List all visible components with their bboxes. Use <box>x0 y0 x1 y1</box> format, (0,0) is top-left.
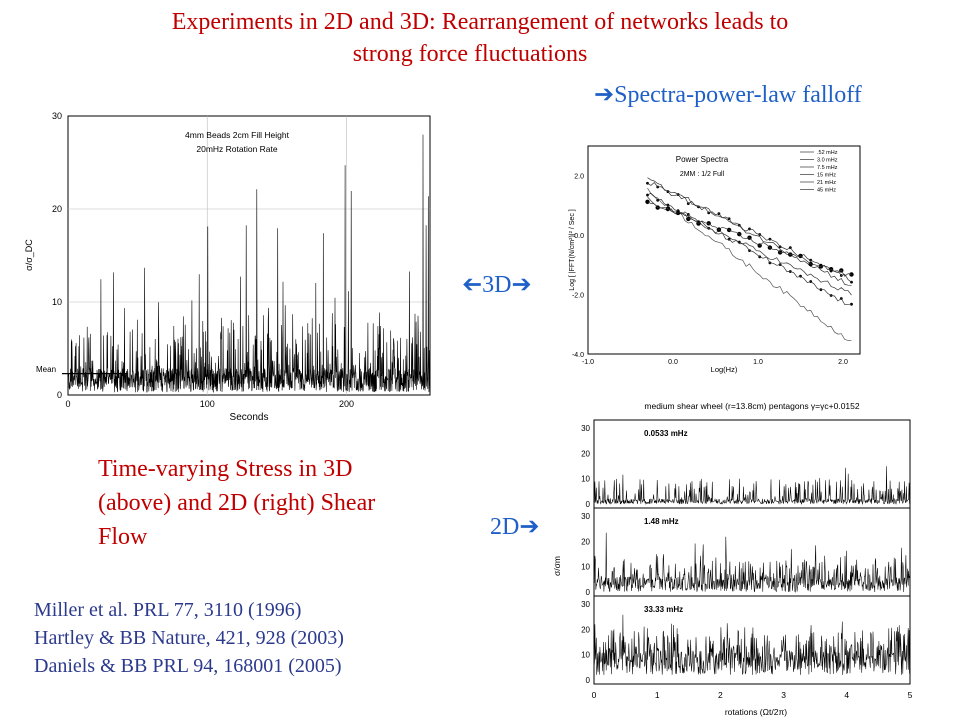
legend-label: 7.5 mHz <box>817 165 838 171</box>
data-point <box>850 302 853 306</box>
panel-label: 0.0533 mHz <box>644 429 688 438</box>
chart-subtitle: 2MM : 1/2 Full <box>680 171 725 178</box>
plot-frame <box>587 145 861 355</box>
y-tick-label: -4.0 <box>572 352 584 359</box>
y-tick-label: 30 <box>52 111 62 121</box>
y-tick-label: 20 <box>581 625 590 634</box>
data-point <box>645 199 650 205</box>
caption: Time-varying Stress in 3D (above) and 2D… <box>98 456 376 550</box>
series-stress <box>593 466 911 505</box>
chart-power-spectra: Power Spectra 2MM : 1/2 Full 2.0 0.0 -2.0 -… <box>569 145 861 374</box>
right-arrow-icon: ➔ <box>511 272 532 298</box>
x-axis-label: rotations (Ωt/2π) <box>725 707 787 717</box>
chart-3d-stress: 4mm Beads 2cm Fill Height 20mHz Rotation… <box>24 111 431 423</box>
panel-label: 1.48 mHz <box>644 517 679 526</box>
label-3d: ➔3D➔ <box>462 270 532 299</box>
series-line <box>647 181 852 283</box>
y-tick-label: 0 <box>57 390 62 400</box>
slide-title-line1: Experiments in 2D and 3D: Rearrangement … <box>171 9 789 35</box>
panel-3: 0 10 20 30 33.33 mHz <box>581 595 911 685</box>
spectra-label: ➔Spectra-power-law falloff <box>594 80 862 109</box>
y-axis-label: Log [ |FFT(N/cm²)|² / Sec ] <box>569 209 576 290</box>
y-tick-label: 2.0 <box>574 174 584 181</box>
x-tick-label: 0 <box>65 399 70 409</box>
y-tick-label: 10 <box>581 651 590 660</box>
right-arrow-icon: ➔ <box>519 514 540 540</box>
y-tick-label: 20 <box>581 449 590 458</box>
x-tick-label: 5 <box>908 690 913 700</box>
y-tick-label: 10 <box>581 475 590 484</box>
y-axis-label: σ/σ_DC <box>24 239 34 271</box>
y-tick-label: 10 <box>581 563 590 572</box>
panel-2: 0 10 20 30 1.48 mHz <box>581 507 911 597</box>
y-tick-label: 0 <box>586 500 591 509</box>
y-axis-label: σ/σm <box>552 556 562 576</box>
y-tick-label: -2.0 <box>572 293 584 300</box>
x-tick-label: 0 <box>592 690 597 700</box>
legend-label: 21 mHz <box>817 180 836 186</box>
reference-2: Hartley & BB Nature, 421, 928 (2003) <box>34 627 344 649</box>
reference-1: Miller et al. PRL 77, 3110 (1996) <box>34 599 302 621</box>
x-tick-label: -1.0 <box>582 359 594 366</box>
y-tick-label: 0 <box>586 676 591 685</box>
legend-label: 3.0 mHz <box>817 158 838 164</box>
series-line <box>647 201 852 277</box>
x-tick-label: 2.0 <box>838 359 848 366</box>
legend-label: .52 mHz <box>817 150 838 156</box>
y-tick-label: 30 <box>581 600 590 609</box>
label-3d-text: 3D <box>482 272 512 298</box>
x-tick-label: 2 <box>718 690 723 700</box>
annotation-line-2: 20mHz Rotation Rate <box>196 144 278 154</box>
x-tick-label: 4 <box>844 690 849 700</box>
y-tick-label: 10 <box>52 297 62 307</box>
spectra-label-text: Spectra-power-law falloff <box>614 82 862 108</box>
legend-label: 45 mHz <box>817 188 836 194</box>
reference-3: Daniels & BB PRL 94, 168001 (2005) <box>34 655 342 677</box>
annotation-line-1: 4mm Beads 2cm Fill Height <box>185 130 290 140</box>
panel-label: 33.33 mHz <box>644 605 683 614</box>
y-tick-label: 0 <box>586 588 591 597</box>
x-tick-label: 0.0 <box>668 359 678 366</box>
series-line <box>647 192 852 305</box>
x-tick-label: 100 <box>200 399 215 409</box>
x-axis-label: Seconds <box>230 412 269 423</box>
series-stress <box>593 532 911 593</box>
x-tick-label: 1.0 <box>753 359 763 366</box>
y-tick-label: 30 <box>581 424 590 433</box>
y-tick-label: 0.0 <box>574 233 584 240</box>
series-stress <box>593 614 911 675</box>
x-tick-label: 3 <box>781 690 786 700</box>
x-tick-label: 200 <box>339 399 354 409</box>
references: Miller et al. PRL 77, 3110 (1996) Hartle… <box>34 596 344 680</box>
label-2d: 2D➔ <box>490 512 539 541</box>
chart-title: Power Spectra <box>676 155 729 164</box>
panel-1: 0 10 20 30 0.0533 mHz <box>581 419 911 509</box>
series-line <box>647 177 852 286</box>
left-arrow-icon: ➔ <box>462 272 483 298</box>
y-tick-label: 30 <box>581 512 590 521</box>
legend-label: 15 mHz <box>817 173 836 179</box>
series-stress <box>67 134 431 393</box>
y-tick-label: 20 <box>52 204 62 214</box>
slide-title-line2: strong force fluctuations <box>352 41 588 67</box>
right-arrow-icon: ➔ <box>594 82 615 108</box>
x-axis-label: Log(Hz) <box>711 365 738 374</box>
mean-label: Mean <box>36 365 56 374</box>
chart-title: medium shear wheel (r=13.8cm) pentagons … <box>644 401 859 411</box>
chart-2d-shear: medium shear wheel (r=13.8cm) pentagons … <box>552 401 913 717</box>
x-tick-label: 1 <box>655 690 660 700</box>
y-tick-label: 20 <box>581 537 590 546</box>
label-2d-text: 2D <box>490 514 520 540</box>
